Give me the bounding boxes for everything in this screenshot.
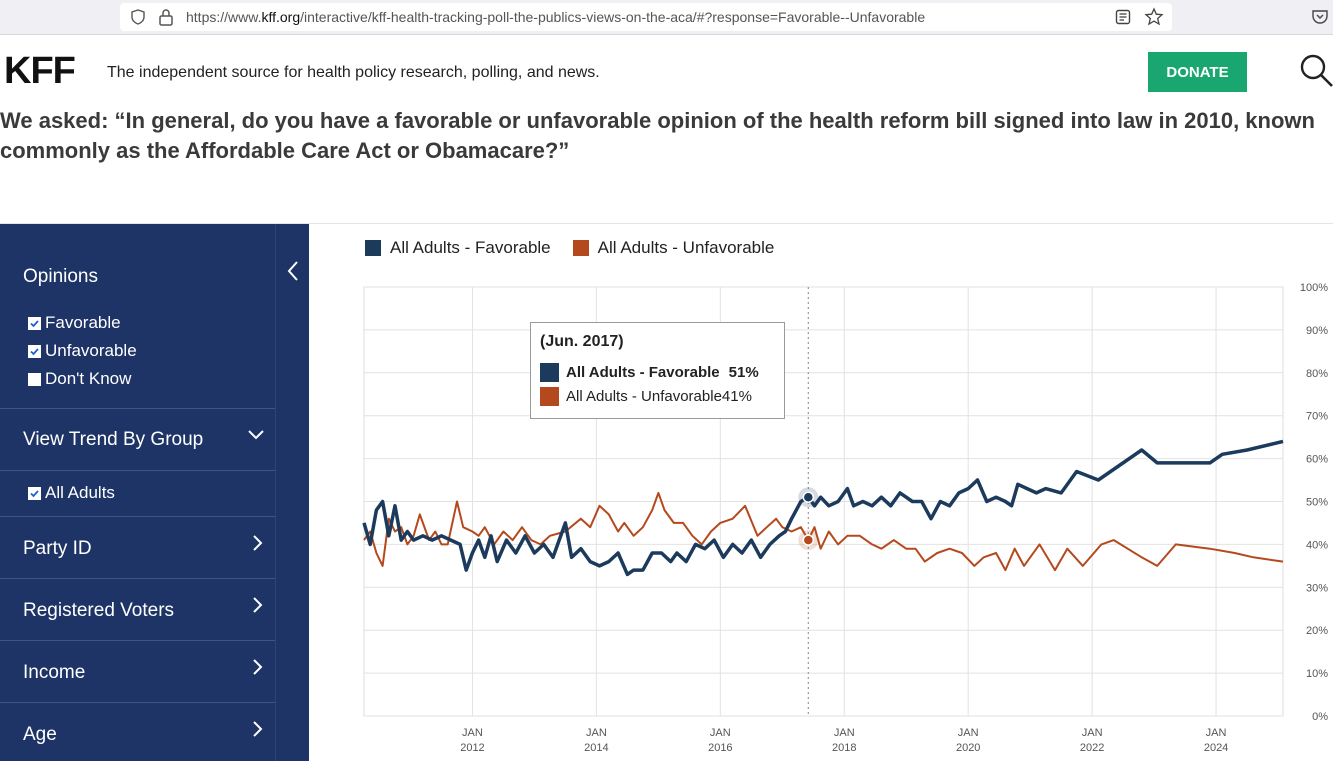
sidebar-divider bbox=[0, 640, 275, 641]
survey-question: We asked: “In general, do you have a fav… bbox=[0, 108, 1315, 163]
sidebar-item-registered-voters[interactable]: Registered Voters bbox=[23, 600, 175, 621]
chevron-left-icon[interactable] bbox=[286, 260, 300, 282]
tooltip-unfav-label: All Adults - Unfavorable bbox=[566, 388, 722, 405]
x-tick-year: 2018 bbox=[832, 742, 856, 754]
tooltip-row-favorable: All Adults - Favorable 51% bbox=[540, 363, 759, 382]
checkbox-checked-icon[interactable] bbox=[28, 316, 41, 330]
favorable-highlight-point bbox=[802, 491, 815, 503]
legend-label: All Adults - Unfavorable bbox=[597, 238, 775, 257]
group-label: All Adults bbox=[45, 483, 115, 502]
opinions-title: Opinions bbox=[23, 266, 98, 287]
lock-icon[interactable] bbox=[158, 8, 174, 26]
y-tick-label: 90% bbox=[1306, 325, 1328, 337]
x-tick-month: JAN bbox=[958, 727, 979, 739]
sidebar-collapse-strip[interactable] bbox=[275, 224, 309, 761]
x-tick-month: JAN bbox=[1206, 727, 1227, 739]
x-tick-year: 2020 bbox=[956, 742, 980, 754]
y-tick-label: 80% bbox=[1306, 368, 1328, 380]
unfavorable-series-line[interactable] bbox=[363, 491, 1284, 572]
x-tick-month: JAN bbox=[1082, 727, 1103, 739]
x-tick-month: JAN bbox=[834, 727, 855, 739]
tooltip-row-unfavorable: All Adults - Unfavorable 41% bbox=[540, 387, 752, 406]
unfavorable-highlight-point bbox=[802, 534, 815, 546]
shield-icon[interactable] bbox=[130, 9, 146, 25]
tooltip-date: (Jun. 2017) bbox=[540, 333, 624, 350]
chevron-right-icon[interactable] bbox=[252, 596, 264, 614]
y-tick-label: 30% bbox=[1306, 582, 1328, 594]
view-trend-title[interactable]: View Trend By Group bbox=[23, 429, 204, 450]
y-tick-label: 40% bbox=[1306, 539, 1328, 551]
checkbox-unchecked-icon[interactable] bbox=[28, 372, 41, 386]
trend-line-chart[interactable]: 100% 90% 80% 70% 60% 50% 40% 30% 20% 10% 0% JAN 2012… bbox=[330, 260, 1333, 761]
tooltip-fav-value: 51% bbox=[728, 364, 759, 381]
checkbox-checked-icon[interactable] bbox=[28, 344, 41, 358]
browser-toolbar: https://www.kff.org/interactive/kff-heal… bbox=[0, 0, 1333, 35]
chevron-right-icon[interactable] bbox=[252, 720, 264, 738]
y-tick-label: 20% bbox=[1306, 625, 1328, 637]
legend-item-unfavorable[interactable]: All Adults - Unfavorable bbox=[572, 238, 775, 258]
opinion-label: Favorable bbox=[45, 313, 121, 332]
legend-item-favorable[interactable]: All Adults - Favorable bbox=[365, 238, 551, 258]
sidebar-divider bbox=[0, 408, 275, 409]
sidebar-divider bbox=[0, 470, 275, 471]
address-bar[interactable]: https://www.kff.org/interactive/kff-heal… bbox=[120, 3, 1172, 31]
sidebar-item-age[interactable]: Age bbox=[23, 724, 57, 745]
x-tick-year: 2022 bbox=[1080, 742, 1104, 754]
x-tick-year: 2016 bbox=[708, 742, 732, 754]
sidebar-item-income[interactable]: Income bbox=[23, 662, 86, 683]
search-icon[interactable] bbox=[1298, 52, 1333, 88]
sidebar-divider bbox=[0, 578, 275, 579]
opinion-unfavorable-checkbox[interactable]: Unfavorable bbox=[28, 341, 137, 361]
bookmark-star-icon[interactable] bbox=[1144, 7, 1164, 27]
x-tick-month: JAN bbox=[586, 727, 607, 739]
sidebar-divider bbox=[0, 702, 275, 703]
chart-axis-labels: 100% 90% 80% 70% 60% 50% 40% 30% 20% 10% 0% JAN 2012… bbox=[460, 282, 1328, 754]
y-tick-label: 60% bbox=[1306, 454, 1328, 466]
y-tick-label: 50% bbox=[1306, 497, 1328, 509]
x-tick-year: 2014 bbox=[584, 742, 608, 754]
legend-swatch bbox=[365, 240, 381, 256]
opinion-label: Don't Know bbox=[45, 369, 132, 388]
opinion-favorable-checkbox[interactable]: Favorable bbox=[28, 313, 121, 333]
tooltip-fav-label: All Adults - Favorable bbox=[566, 364, 720, 381]
tooltip-unfav-value: 41% bbox=[721, 388, 752, 405]
tooltip-swatch bbox=[540, 363, 559, 382]
checkbox-checked-icon[interactable] bbox=[28, 486, 41, 500]
group-all-adults-checkbox[interactable]: All Adults bbox=[28, 483, 115, 503]
x-tick-month: JAN bbox=[462, 727, 483, 739]
chart-legend: All Adults - Favorable All Adults - Unfa… bbox=[365, 238, 796, 258]
chart-series[interactable] bbox=[362, 439, 1284, 577]
x-tick-year: 2012 bbox=[460, 742, 484, 754]
chevron-right-icon[interactable] bbox=[252, 534, 264, 552]
opinion-dont-know-checkbox[interactable]: Don't Know bbox=[28, 369, 131, 389]
chevron-right-icon[interactable] bbox=[252, 658, 264, 676]
chart-tooltip: (Jun. 2017) All Adults - Favorable 51% A… bbox=[530, 322, 785, 419]
section-divider bbox=[0, 223, 1333, 224]
pocket-icon[interactable] bbox=[1311, 8, 1329, 26]
y-tick-label: 100% bbox=[1300, 282, 1328, 294]
legend-label: All Adults - Favorable bbox=[390, 238, 551, 257]
y-tick-label: 70% bbox=[1306, 411, 1328, 423]
site-tagline: The independent source for health policy… bbox=[107, 64, 600, 81]
chevron-down-icon[interactable] bbox=[247, 429, 265, 441]
favorable-series-line[interactable] bbox=[362, 439, 1284, 577]
sidebar-item-party-id[interactable]: Party ID bbox=[23, 538, 92, 559]
x-tick-month: JAN bbox=[710, 727, 731, 739]
tooltip-swatch bbox=[540, 387, 559, 406]
reader-view-icon[interactable] bbox=[1115, 9, 1131, 25]
y-tick-label: 0% bbox=[1312, 711, 1328, 723]
filter-panel: Opinions Favorable Unfavorable Don't Kno… bbox=[0, 224, 275, 761]
legend-swatch bbox=[572, 240, 589, 256]
filter-sidebar: Opinions Favorable Unfavorable Don't Kno… bbox=[0, 224, 309, 761]
kff-logo[interactable]: KFF bbox=[4, 50, 76, 92]
donate-button[interactable]: DONATE bbox=[1148, 52, 1247, 92]
x-tick-year: 2024 bbox=[1204, 742, 1228, 754]
y-tick-label: 10% bbox=[1306, 668, 1328, 680]
sidebar-divider bbox=[0, 516, 275, 517]
url-text[interactable]: https://www.kff.org/interactive/kff-heal… bbox=[186, 9, 926, 25]
opinion-label: Unfavorable bbox=[45, 341, 137, 360]
